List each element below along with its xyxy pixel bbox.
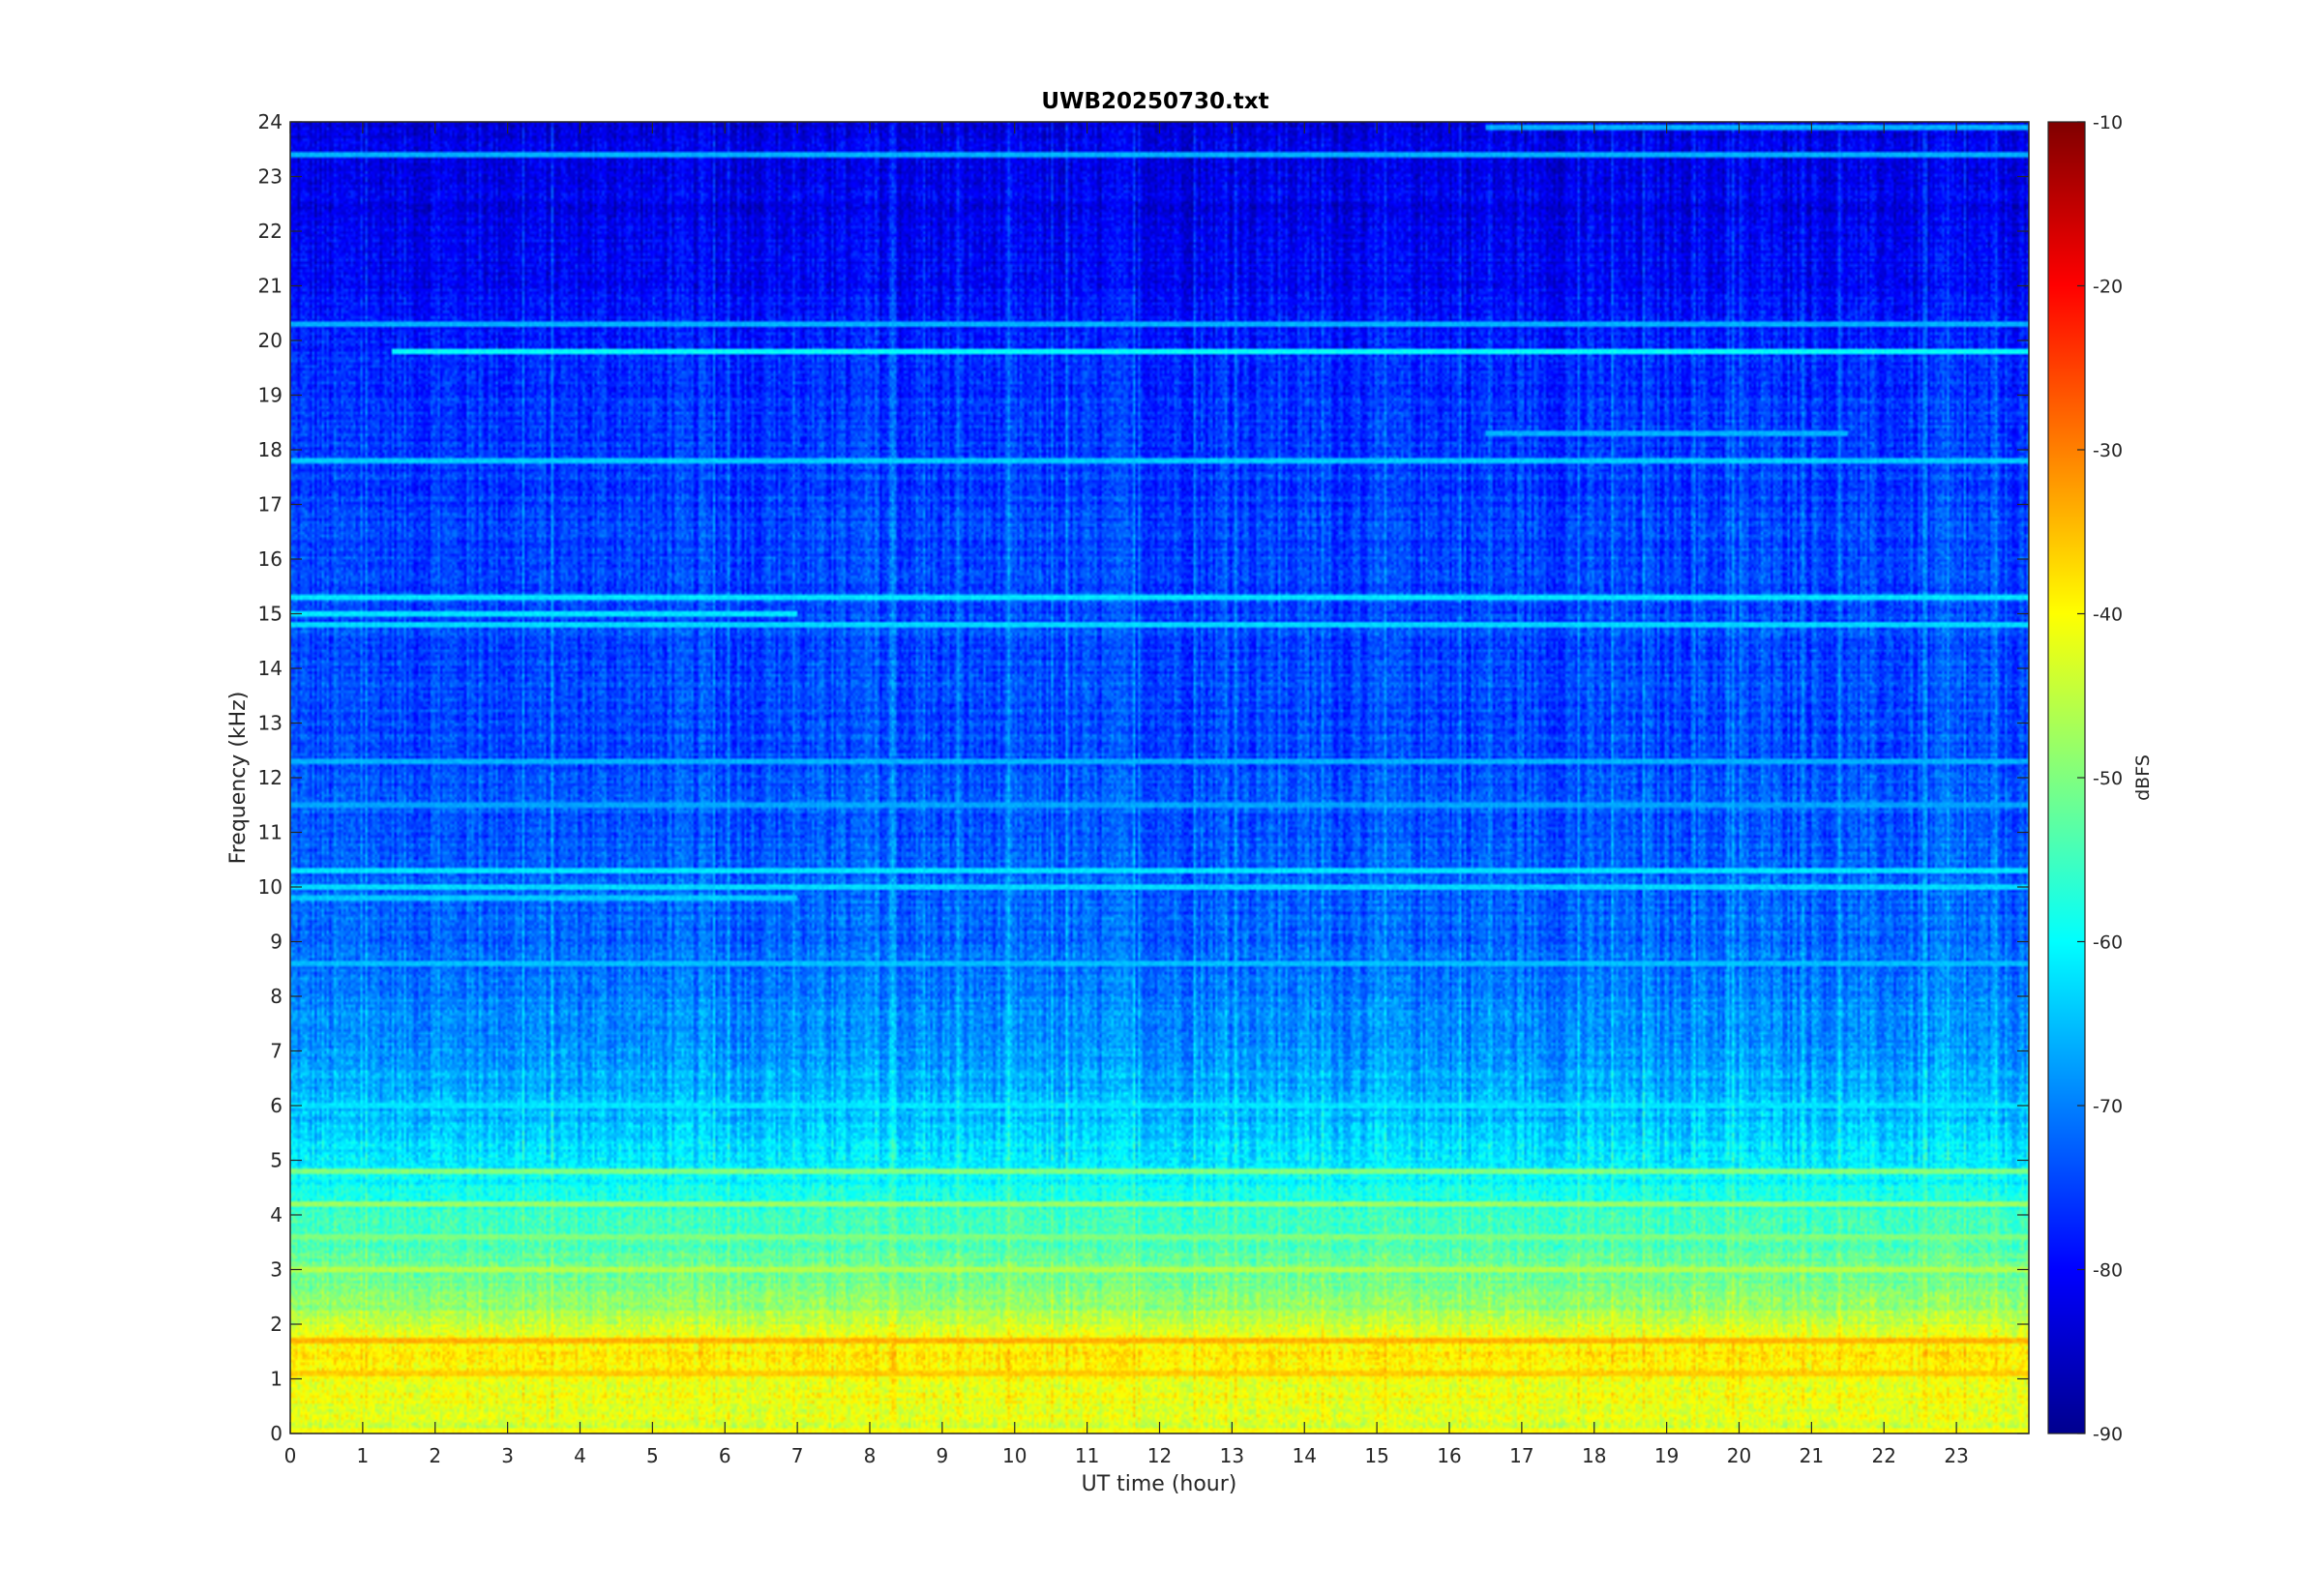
- y-tick-label: 23: [258, 165, 283, 189]
- y-tick-label: 6: [270, 1094, 283, 1117]
- x-axis-label: UT time (hour): [1082, 1472, 1237, 1496]
- x-tick-label: 4: [574, 1444, 586, 1467]
- x-tick-label: 23: [1944, 1444, 1968, 1467]
- y-tick-label: 18: [258, 438, 283, 461]
- y-tick-label: 11: [258, 821, 283, 844]
- y-tick-label: 7: [270, 1040, 283, 1063]
- y-tick-label: 16: [258, 547, 283, 571]
- y-tick-label: 19: [258, 384, 283, 407]
- y-tick-label: 14: [258, 657, 283, 680]
- y-tick-label: 4: [270, 1203, 283, 1227]
- x-tick-label: 18: [1582, 1444, 1606, 1467]
- y-tick-label: 22: [258, 220, 283, 243]
- colorbar: -10 -20 -30 -40 -50 -60 -70 -80 -90 dBFS: [2047, 112, 2154, 1445]
- x-tick-label: 15: [1364, 1444, 1388, 1467]
- x-tick-label: 5: [646, 1444, 659, 1467]
- colorbar-tick-label: -40: [2093, 605, 2123, 626]
- x-tick-label: 7: [791, 1444, 804, 1467]
- y-tick-label: 0: [270, 1422, 283, 1445]
- x-tick-label: 8: [864, 1444, 877, 1467]
- x-tick-label: 6: [719, 1444, 731, 1467]
- y-tick-label: 9: [270, 931, 283, 954]
- y-axis-label: Frequency (kHz): [226, 692, 251, 865]
- colorbar-tick-label: -60: [2093, 932, 2123, 954]
- x-tick-label: 3: [501, 1444, 514, 1467]
- x-axis: 0 1 2 3 4 5 6 7 8 9 10 11 12 13 14 15 16 17 18 19 20 21 22 23: [284, 122, 1969, 1467]
- plot-area: [289, 121, 2030, 1434]
- x-tick-label: 9: [937, 1444, 949, 1467]
- x-tick-label: 20: [1727, 1444, 1751, 1467]
- x-tick-label: 1: [357, 1444, 370, 1467]
- x-tick-label: 11: [1075, 1444, 1099, 1467]
- colorbar-tick-label: -20: [2093, 277, 2123, 298]
- y-tick-label: 1: [270, 1368, 283, 1391]
- colorbar-tick-label: -80: [2093, 1260, 2123, 1282]
- x-tick-label: 21: [1800, 1444, 1824, 1467]
- y-tick-label: 5: [270, 1149, 283, 1172]
- x-tick-label: 12: [1147, 1444, 1172, 1467]
- y-tick-label: 2: [270, 1313, 283, 1336]
- x-tick-label: 19: [1654, 1444, 1679, 1467]
- y-tick-label: 12: [258, 766, 283, 789]
- y-tick-label: 21: [258, 275, 283, 298]
- y-tick-label: 20: [258, 329, 283, 352]
- x-tick-label: 16: [1437, 1444, 1461, 1467]
- colorbar-ticks: -10 -20 -30 -40 -50 -60 -70 -80 -90: [2077, 112, 2123, 1445]
- y-tick-label: 8: [270, 985, 283, 1008]
- colorbar-tick-label: -70: [2093, 1096, 2123, 1117]
- y-tick-label: 3: [270, 1258, 283, 1282]
- colorbar-tick-label: -10: [2093, 112, 2123, 133]
- y-tick-label: 17: [258, 493, 283, 517]
- x-tick-label: 17: [1509, 1444, 1533, 1467]
- colorbar-tick-label: -30: [2093, 440, 2123, 461]
- y-tick-label: 10: [258, 875, 283, 899]
- y-tick-label: 24: [258, 110, 283, 133]
- colorbar-label: dBFS: [2132, 754, 2154, 801]
- x-tick-label: 10: [1002, 1444, 1027, 1467]
- x-tick-label: 2: [429, 1444, 441, 1467]
- x-tick-label: 14: [1293, 1444, 1317, 1467]
- colorbar-tick-label: -90: [2093, 1424, 2123, 1445]
- colorbar-tick-label: -50: [2093, 768, 2123, 789]
- chart-title: UWB20250730.txt: [1041, 89, 1268, 114]
- x-tick-label: 13: [1220, 1444, 1244, 1467]
- x-tick-label: 22: [1872, 1444, 1896, 1467]
- x-tick-label: 0: [284, 1444, 297, 1467]
- spectrogram-heatmap: [290, 122, 2029, 1433]
- y-tick-label: 13: [258, 712, 283, 735]
- y-tick-label: 15: [258, 603, 283, 626]
